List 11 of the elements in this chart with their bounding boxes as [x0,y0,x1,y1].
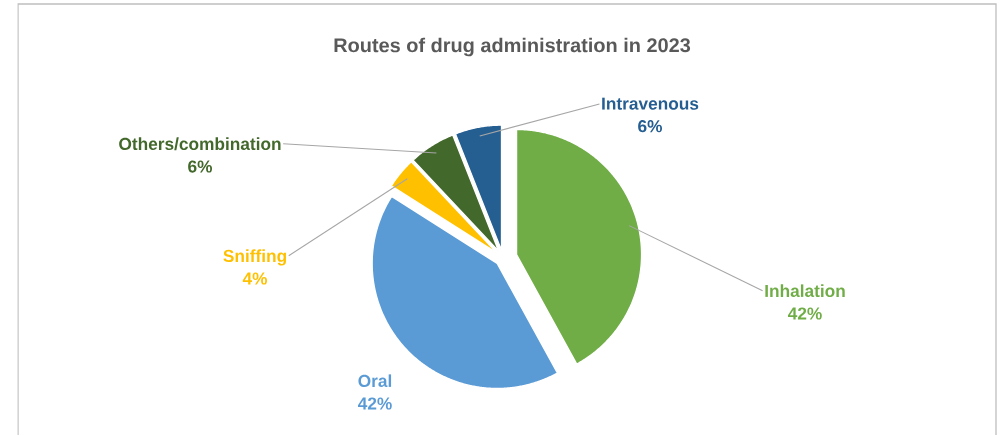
data-label: 6% [638,120,663,133]
slice-label: Intravenous [602,97,699,110]
data-label: 4% [242,272,268,285]
data-label: 42% [787,307,822,320]
slice-label: Sniffing [223,249,286,266]
data-label: 6% [188,160,213,173]
slice-label: Inhalation [765,284,845,298]
chart-title: Routes of drug administration in 2023 [334,37,691,57]
slice-label: Oral [358,374,392,388]
slice-label: Others/combination [119,137,281,151]
data-label: 42% [357,397,392,410]
